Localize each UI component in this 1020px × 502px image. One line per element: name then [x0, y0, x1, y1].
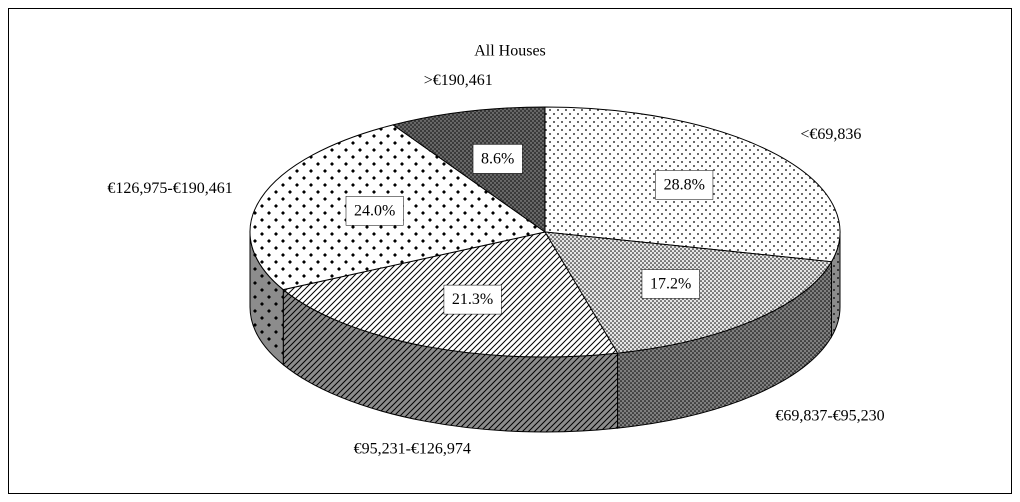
value-label-box	[345, 196, 404, 226]
value-label: 21.3%	[452, 291, 493, 308]
value-label: 28.8%	[664, 176, 705, 193]
category-label: >€190,461	[424, 72, 493, 89]
category-label: €126,975-€190,461	[107, 180, 232, 197]
category-label: €95,231-€126,974	[354, 440, 471, 457]
value-label-box	[641, 269, 700, 299]
category-label: €69,837-€95,230	[775, 408, 884, 425]
category-label: <€69,836	[800, 126, 861, 143]
value-label: 17.2%	[650, 275, 691, 292]
chart-title: All Houses	[474, 43, 546, 60]
value-label: 8.6%	[481, 150, 514, 167]
slice-pattern	[391, 106, 546, 233]
value-label-box	[655, 170, 714, 200]
value-label: 24.0%	[354, 202, 395, 219]
value-label-box	[472, 144, 523, 174]
value-label-box	[443, 284, 502, 315]
